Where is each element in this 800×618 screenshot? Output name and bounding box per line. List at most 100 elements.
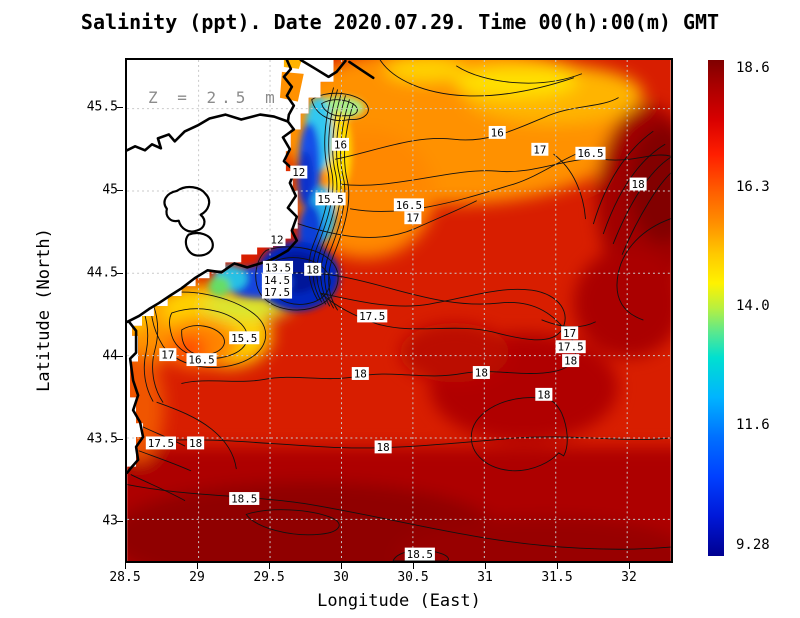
svg-text:18: 18 — [632, 178, 645, 191]
contour-label: 17 — [561, 326, 579, 340]
x-tick-label: 30.5 — [397, 570, 429, 585]
x-axis-label: Longitude (East) — [317, 591, 481, 611]
svg-text:14.5: 14.5 — [264, 274, 290, 287]
contour-label: 18 — [535, 387, 553, 401]
svg-text:12: 12 — [292, 166, 305, 179]
svg-text:15.5: 15.5 — [317, 193, 343, 206]
contour-label: 17.5 — [357, 309, 388, 323]
svg-text:18: 18 — [377, 441, 390, 454]
svg-text:16.5: 16.5 — [396, 199, 422, 212]
svg-text:18: 18 — [189, 437, 202, 450]
svg-text:17.5: 17.5 — [557, 341, 583, 354]
svg-text:16.5: 16.5 — [577, 147, 603, 160]
x-tick-label: 30 — [333, 570, 349, 585]
contour-label: 17.5 — [555, 340, 586, 354]
contour-label: 16 — [331, 137, 349, 151]
svg-text:18: 18 — [475, 366, 488, 379]
y-tick — [117, 107, 123, 108]
contour-label: 18 — [374, 440, 392, 454]
x-tick — [629, 563, 630, 569]
x-tick — [125, 563, 126, 569]
coastline — [127, 60, 375, 474]
y-tick-label: 44.5 — [86, 265, 118, 281]
contour-label: 13.5 — [262, 260, 294, 274]
contour-label: 16.5 — [393, 198, 425, 212]
liman-water-patch — [279, 60, 304, 102]
contour-label: 18 — [187, 436, 205, 450]
y-tick-label: 45.5 — [86, 99, 118, 115]
svg-text:16: 16 — [491, 126, 504, 139]
contour-label: 18.5 — [229, 492, 260, 505]
contour-label: 16.5 — [575, 146, 606, 160]
contour-label: 18 — [351, 367, 369, 380]
contour-label: 18 — [629, 177, 647, 191]
svg-text:17: 17 — [406, 212, 419, 225]
colorbar-tick-label: 11.6 — [736, 417, 770, 433]
svg-text:17.5: 17.5 — [148, 437, 174, 450]
y-tick-label: 43.5 — [86, 431, 118, 447]
contour-label: 17 — [404, 211, 422, 225]
y-tick — [117, 439, 123, 440]
contour-label: 18 — [472, 366, 490, 379]
svg-text:18: 18 — [354, 367, 367, 380]
y-tick-label: 45 — [102, 182, 118, 198]
y-tick-label: 43 — [102, 513, 118, 529]
y-tick-label: 44 — [102, 348, 118, 364]
contour-label: 18 — [304, 262, 322, 276]
x-tick — [341, 563, 342, 569]
contour-label: 16 — [488, 125, 506, 139]
depth-annotation: Z = 2.5 m — [148, 88, 280, 107]
gridlines — [127, 60, 671, 561]
svg-text:17.5: 17.5 — [359, 310, 385, 323]
svg-text:18.5: 18.5 — [231, 492, 257, 505]
colorbar-tick-label: 14.0 — [736, 298, 770, 314]
x-tick-label: 31.5 — [541, 570, 573, 585]
x-tick-label: 32 — [621, 570, 637, 585]
svg-text:15.5: 15.5 — [231, 332, 257, 345]
contour-label: 12 — [268, 233, 286, 247]
x-tick — [269, 563, 270, 569]
x-tick-label: 31 — [477, 570, 493, 585]
colorbar — [708, 60, 724, 556]
contour-label: 17.5 — [261, 285, 293, 299]
contour-label: 15.5 — [315, 192, 346, 206]
sea-color-field — [127, 60, 671, 561]
svg-text:16: 16 — [334, 138, 347, 151]
contour-label: 17.5 — [145, 436, 176, 450]
svg-text:17: 17 — [533, 143, 546, 156]
svg-text:18: 18 — [306, 263, 319, 276]
contour-label: 18 — [562, 354, 580, 368]
contour-label: 12 — [290, 165, 308, 179]
y-tick — [117, 521, 123, 522]
svg-text:16.5: 16.5 — [188, 354, 214, 367]
x-tick — [413, 563, 414, 569]
svg-text:17: 17 — [563, 327, 576, 340]
svg-text:17: 17 — [161, 349, 174, 362]
svg-text:18: 18 — [564, 355, 577, 368]
contour-label: 16.5 — [186, 353, 217, 367]
contour-label: 17 — [159, 348, 177, 362]
colorbar-tick-label: 16.3 — [736, 179, 770, 195]
plot-title: Salinity (ppt). Date 2020.07.29. Time 00… — [80, 10, 720, 34]
contour-label: 15.5 — [229, 331, 260, 345]
contour-label: 14.5 — [261, 273, 293, 287]
svg-text:12: 12 — [270, 234, 283, 247]
y-tick — [117, 273, 123, 274]
x-tick — [485, 563, 486, 569]
y-tick — [117, 356, 123, 357]
x-tick-label: 29 — [189, 570, 205, 585]
y-tick — [117, 190, 123, 191]
x-tick-label: 29.5 — [253, 570, 285, 585]
svg-text:17.5: 17.5 — [264, 286, 290, 299]
contour-label: 17 — [531, 142, 549, 156]
map-plot-area: 16 12 15.5 16.5 17 12 18 13.5 14.5 17.5 16 17 16.5 18… — [125, 58, 673, 563]
x-tick — [197, 563, 198, 569]
svg-text:18: 18 — [537, 388, 550, 401]
svg-text:13.5: 13.5 — [265, 261, 291, 274]
contour-label: 18.5 — [404, 547, 435, 561]
colorbar-tick-label: 9.28 — [736, 537, 770, 553]
x-tick — [557, 563, 558, 569]
